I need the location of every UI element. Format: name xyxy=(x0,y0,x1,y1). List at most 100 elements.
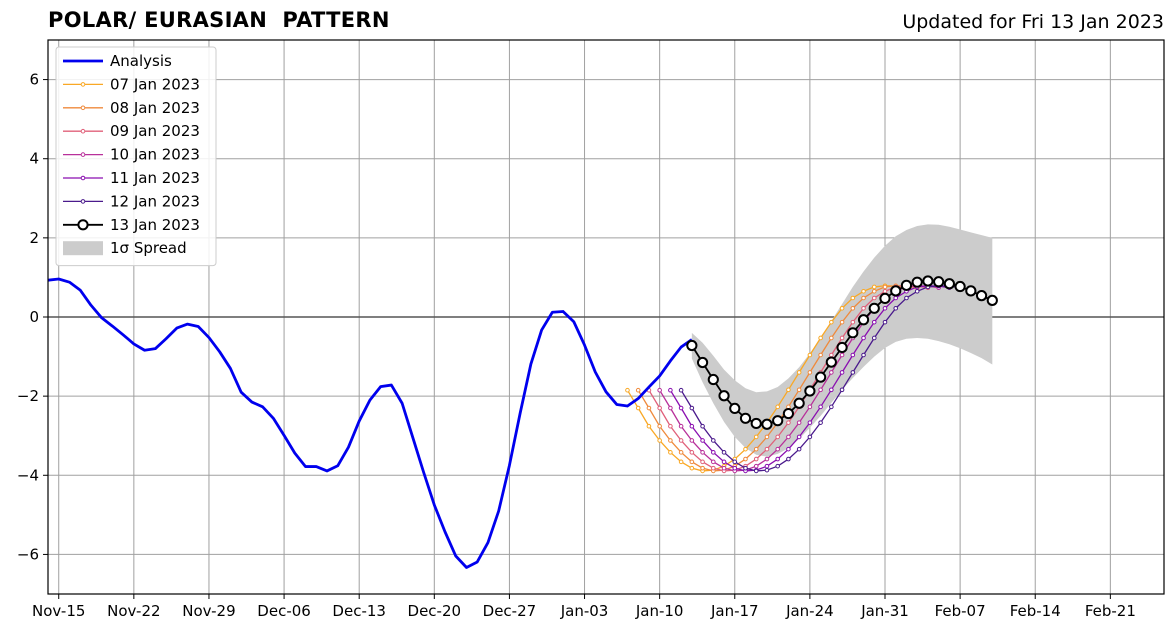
forecast-point xyxy=(871,284,877,290)
forecast-point xyxy=(796,420,802,425)
forecast-point xyxy=(743,465,748,471)
legend-swatch-marker xyxy=(77,219,89,231)
latest-forecast-point xyxy=(804,385,816,397)
legend-item: 10 Jan 2023 xyxy=(63,146,200,164)
forecast-point xyxy=(829,404,834,410)
forecast-point xyxy=(796,370,802,375)
forecast-point xyxy=(914,288,920,294)
forecast-point xyxy=(711,465,716,471)
legend-label: 13 Jan 2023 xyxy=(110,216,200,234)
forecast-point xyxy=(732,459,738,465)
forecast-point xyxy=(786,434,791,440)
forecast-point xyxy=(839,387,845,393)
forecast-point xyxy=(678,459,684,465)
forecast-point xyxy=(861,352,866,358)
x-tick-label: Jan-03 xyxy=(560,602,609,620)
forecast-point xyxy=(678,450,684,455)
latest-forecast-point xyxy=(943,278,955,290)
legend-label: 12 Jan 2023 xyxy=(110,192,200,210)
forecast-point xyxy=(839,335,845,341)
x-tick-label: Dec-20 xyxy=(408,602,462,620)
forecast-point xyxy=(764,446,770,452)
forecast-point xyxy=(850,370,856,375)
forecast-point xyxy=(861,288,866,294)
forecast-point xyxy=(839,319,845,325)
forecast-point xyxy=(904,295,909,301)
legend-item: Analysis xyxy=(63,52,172,70)
legend-swatch-marker xyxy=(80,175,86,181)
forecast-point xyxy=(743,446,748,452)
forecast-point xyxy=(829,335,834,341)
forecast-point xyxy=(711,459,716,465)
forecast-point xyxy=(753,446,759,452)
chart-title: POLAR/ EURASIAN PATTERN xyxy=(48,8,390,32)
forecast-point xyxy=(657,405,662,411)
y-tick-label: −6 xyxy=(17,545,39,563)
forecast-point xyxy=(829,319,834,325)
y-tick-label: 2 xyxy=(29,229,39,247)
forecast-point xyxy=(753,463,759,469)
forecast-point xyxy=(807,434,813,440)
forecast-point xyxy=(786,446,791,452)
chart-subtitle: Updated for Fri 13 Jan 2023 xyxy=(902,11,1164,33)
forecast-point xyxy=(678,405,684,411)
forecast-point xyxy=(635,387,641,393)
legend-swatch-marker xyxy=(80,199,86,204)
forecast-point xyxy=(829,352,834,358)
forecast-point xyxy=(657,438,662,443)
forecast-point xyxy=(625,387,630,393)
forecast-point xyxy=(807,404,813,410)
spread-band xyxy=(691,224,993,457)
forecast-point xyxy=(882,288,888,294)
forecast-point xyxy=(764,434,770,440)
forecast-point xyxy=(700,438,705,443)
forecast-point xyxy=(678,387,684,393)
forecast-point xyxy=(882,284,888,290)
forecast-point xyxy=(689,459,695,465)
latest-forecast-point xyxy=(782,407,795,420)
legend-label: 08 Jan 2023 xyxy=(110,99,200,117)
latest-forecast-point xyxy=(793,397,805,409)
x-tick-label: Jan-24 xyxy=(785,602,834,620)
latest-forecast-point xyxy=(729,402,741,415)
forecast-point xyxy=(893,295,899,301)
latest-forecast-point xyxy=(707,373,719,386)
forecast-point xyxy=(775,404,780,410)
forecast-point xyxy=(775,434,780,440)
x-tick-label: Nov-22 xyxy=(107,602,160,620)
forecast-point xyxy=(657,387,662,393)
axes-layer: Nov-15 Nov-22 Nov-29 Dec-06 Dec-13 Dec-20 Dec-… xyxy=(17,39,1165,620)
legend-swatch xyxy=(63,241,103,256)
legend-swatch-marker xyxy=(80,152,86,157)
x-tick-label: Dec-06 xyxy=(257,602,311,620)
latest-forecast-point xyxy=(890,285,902,297)
forecast-point xyxy=(764,456,770,462)
forecast-point xyxy=(775,456,780,462)
forecast-point xyxy=(689,438,695,443)
forecast-point xyxy=(871,288,877,294)
x-tick-label: Nov-29 xyxy=(182,602,235,620)
legend-label: 1σ Spread xyxy=(110,239,187,257)
spread-layer xyxy=(691,224,993,457)
legend-item: 1σ Spread xyxy=(63,239,187,257)
latest-forecast xyxy=(686,275,998,430)
legend-label: 11 Jan 2023 xyxy=(110,169,200,187)
forecast-point xyxy=(850,295,856,301)
forecast-point xyxy=(893,305,899,311)
legend-swatch-marker xyxy=(80,82,86,87)
latest-forecast-point xyxy=(825,356,837,368)
forecast-point xyxy=(839,352,845,358)
x-tick-label: Feb-07 xyxy=(935,602,986,620)
forecast-point xyxy=(700,465,705,471)
x-tick-label: Feb-21 xyxy=(1085,602,1136,620)
forecast-point xyxy=(850,352,856,358)
forecast-point xyxy=(829,370,834,375)
forecast-point xyxy=(657,423,662,429)
forecast-point xyxy=(850,319,856,325)
forecast-point xyxy=(689,465,695,471)
forecast-point xyxy=(753,468,759,474)
forecast-point xyxy=(753,434,759,440)
latest-forecast-point xyxy=(750,417,762,430)
forecast-point xyxy=(839,370,845,375)
forecast-point xyxy=(818,387,823,393)
